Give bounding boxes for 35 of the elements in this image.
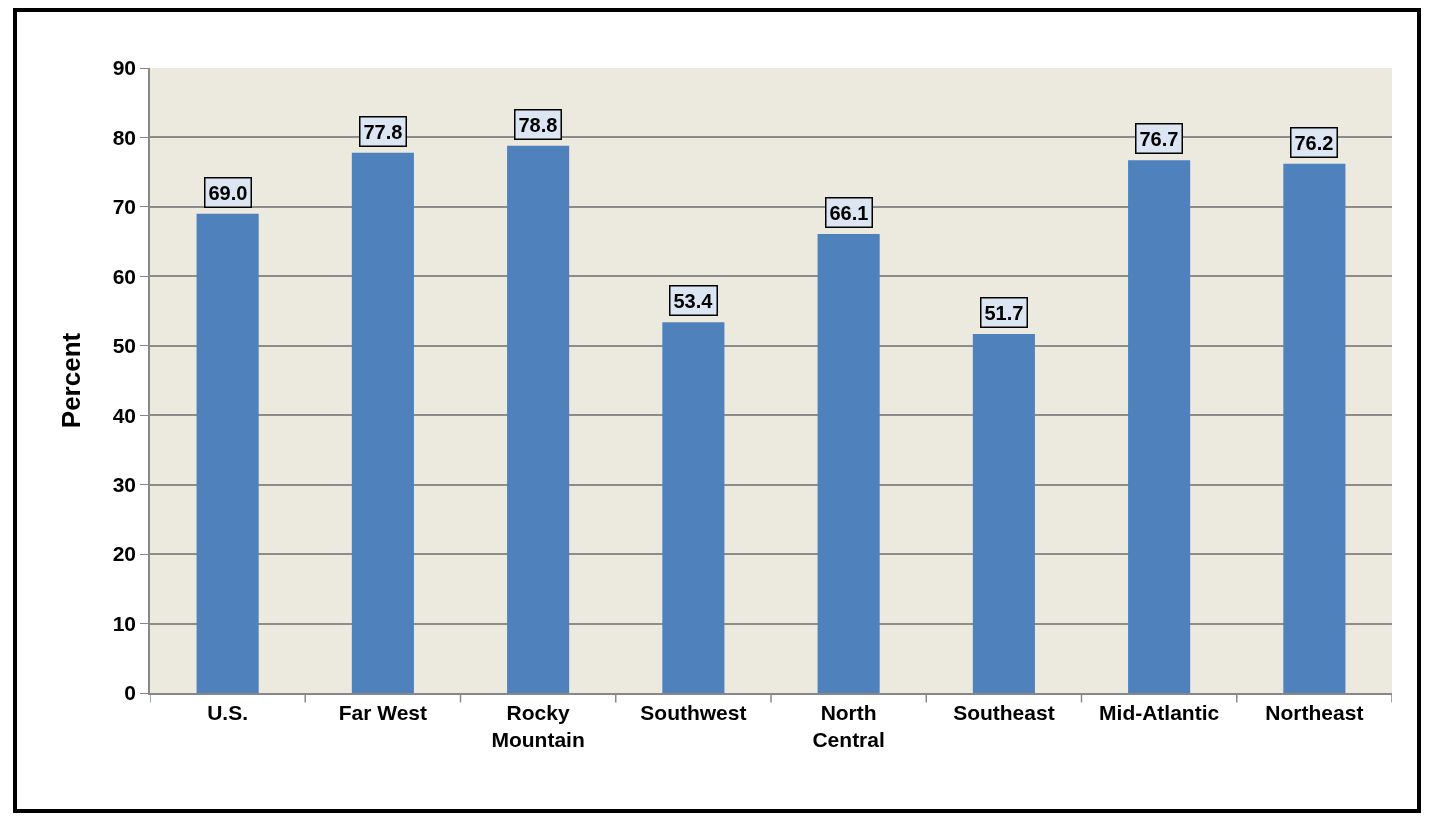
y-tick-label: 40 bbox=[112, 403, 137, 427]
x-tick-label: Southwest bbox=[640, 700, 747, 724]
x-tick-label: Far West bbox=[338, 700, 428, 724]
x-tick-label: Rocky Mountain bbox=[491, 700, 585, 752]
data-label: 77.8 bbox=[363, 120, 403, 143]
bar bbox=[972, 333, 1035, 693]
data-label: 51.7 bbox=[984, 301, 1024, 324]
data-label: 76.7 bbox=[1139, 127, 1179, 150]
y-tick-label: 0 bbox=[124, 681, 137, 705]
bar bbox=[1128, 160, 1191, 693]
x-tick-label: North Central bbox=[812, 700, 885, 752]
y-axis-title: Percent bbox=[55, 332, 86, 429]
y-tick-label: 70 bbox=[112, 195, 137, 219]
data-label: 76.2 bbox=[1294, 131, 1334, 154]
bar bbox=[662, 322, 725, 693]
data-label: 66.1 bbox=[829, 201, 869, 224]
y-tick-label: 30 bbox=[112, 473, 137, 497]
bar bbox=[817, 233, 880, 693]
y-tick-label: 60 bbox=[112, 264, 137, 288]
x-tick-label: Mid-Atlantic bbox=[1099, 700, 1220, 724]
x-tick-label: Northeast bbox=[1265, 700, 1364, 724]
y-tick-label: 80 bbox=[112, 125, 137, 149]
bar bbox=[507, 145, 570, 693]
bar bbox=[351, 152, 414, 693]
data-label: 53.4 bbox=[673, 289, 714, 312]
x-tick-label: Southeast bbox=[953, 700, 1055, 724]
data-label: 69.0 bbox=[208, 181, 248, 204]
y-tick-label: 90 bbox=[112, 56, 137, 80]
y-tick-label: 50 bbox=[112, 334, 137, 358]
bar bbox=[196, 213, 259, 693]
bar bbox=[1283, 163, 1346, 693]
y-tick-label: 10 bbox=[112, 611, 137, 635]
data-label: 78.8 bbox=[518, 113, 558, 136]
y-tick-label: 20 bbox=[112, 542, 137, 566]
x-tick-label: U.S. bbox=[207, 700, 249, 724]
